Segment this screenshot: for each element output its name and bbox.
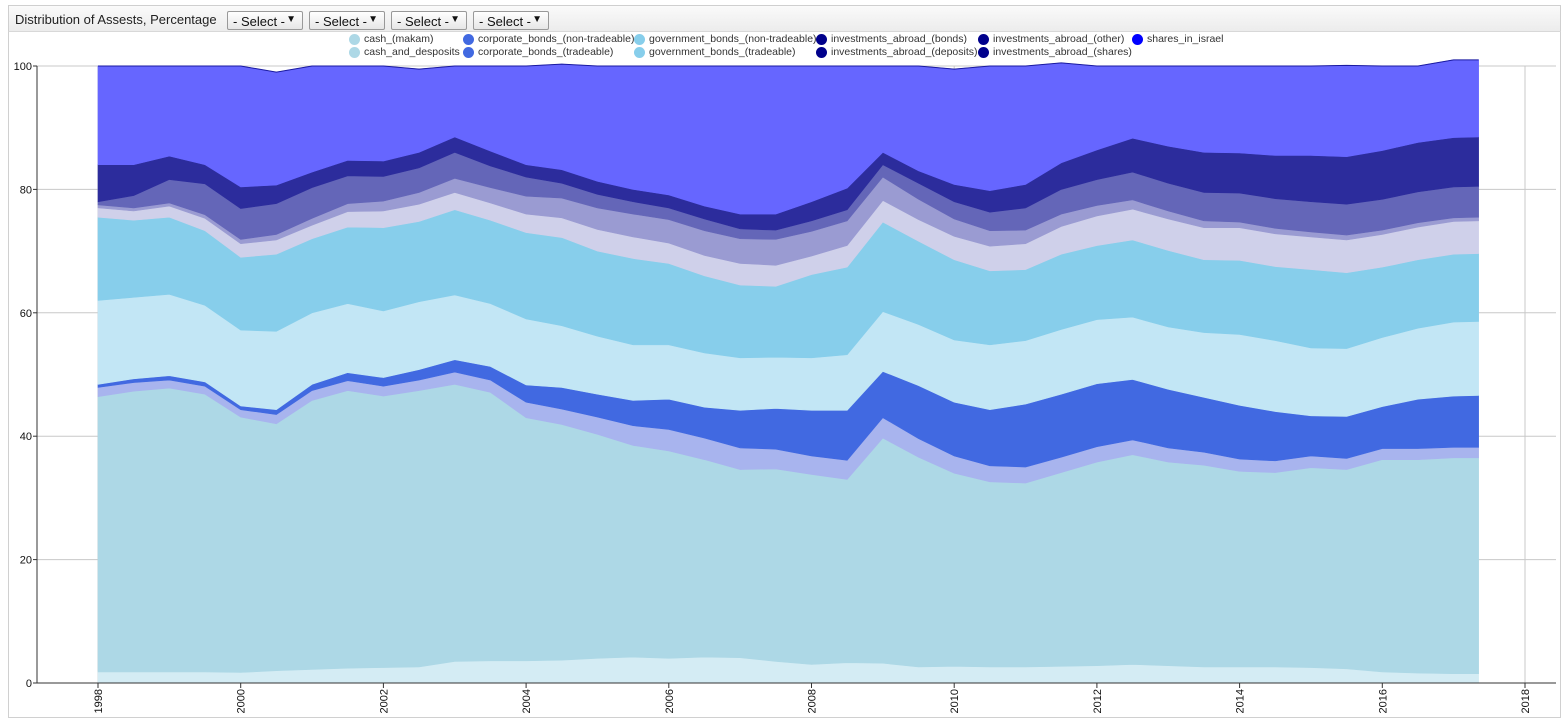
y-tick-label: 80 [20, 184, 32, 196]
chart-title: Distribution of Assests, Percentage [15, 12, 217, 27]
x-tick-label: 2002 [378, 689, 390, 713]
y-tick-label: 20 [20, 555, 32, 567]
x-tick-label: 2016 [1377, 689, 1389, 713]
legend-label: corporate_bonds_(tradeable) [478, 46, 614, 58]
legend-label: cash_and_desposits [364, 46, 460, 58]
chart-legend: cash_(makam) corporate_bonds_(non-tradeab… [0, 0, 1568, 62]
legend-swatch-icon [978, 34, 989, 45]
chevron-down-icon: ▼ [532, 14, 542, 25]
legend-swatch-icon [463, 47, 474, 58]
legend-swatch-icon [463, 34, 474, 45]
select-dropdown-2[interactable]: - Select - ▼ [309, 11, 385, 30]
chevron-down-icon: ▼ [286, 14, 296, 25]
legend-label: shares_in_israel [1147, 33, 1224, 45]
legend-swatch-icon [816, 34, 827, 45]
legend-label: corporate_bonds_(non-tradeable) [478, 33, 635, 45]
select-3-label: - Select - [397, 14, 450, 29]
legend-swatch-icon [634, 34, 645, 45]
x-tick-label: 2012 [1092, 689, 1104, 713]
x-tick-label: 2000 [236, 689, 248, 713]
select-dropdown-1[interactable]: - Select - ▼ [227, 11, 303, 30]
y-tick-label: 0 [26, 678, 32, 690]
legend-label: investments_abroad_(bonds) [831, 33, 967, 45]
legend-swatch-icon [349, 47, 360, 58]
select-dropdown-4[interactable]: - Select - ▼ [473, 11, 549, 30]
legend-label: investments_abroad_(deposits) [831, 46, 978, 58]
legend-label: investments_abroad_(shares) [993, 46, 1132, 58]
chevron-down-icon: ▼ [368, 14, 378, 25]
chevron-down-icon: ▼ [450, 14, 460, 25]
legend-swatch-icon [816, 47, 827, 58]
y-tick-label: 100 [14, 61, 32, 73]
select-1-label: - Select - [233, 14, 286, 29]
x-tick-label: 2006 [664, 689, 676, 713]
area-top-outline [98, 59, 1479, 73]
legend-label: government_bonds_(tradeable) [649, 46, 796, 58]
legend-swatch-icon [349, 34, 360, 45]
x-tick-label: 2010 [949, 689, 961, 713]
legend-swatch-icon [978, 47, 989, 58]
legend-label: cash_(makam) [364, 33, 434, 45]
legend-swatch-icon [1132, 34, 1143, 45]
chart-toolbar: Distribution of Assests, Percentage - Se… [8, 5, 1561, 32]
select-2-label: - Select - [315, 14, 368, 29]
legend-label: government_bonds_(non-tradeable) [649, 33, 817, 45]
x-tick-label: 2014 [1235, 689, 1247, 713]
select-dropdown-3[interactable]: - Select - ▼ [391, 11, 467, 30]
y-tick-label: 40 [20, 431, 32, 443]
legend-swatch-icon [634, 47, 645, 58]
x-tick-label: 2018 [1520, 689, 1532, 713]
x-tick-label: 1998 [93, 689, 105, 713]
x-tick-label: 2004 [521, 689, 533, 713]
select-4-label: - Select - [479, 14, 532, 29]
legend-label: investments_abroad_(other) [993, 33, 1125, 45]
y-tick-label: 60 [20, 308, 32, 320]
x-tick-label: 2008 [807, 689, 819, 713]
